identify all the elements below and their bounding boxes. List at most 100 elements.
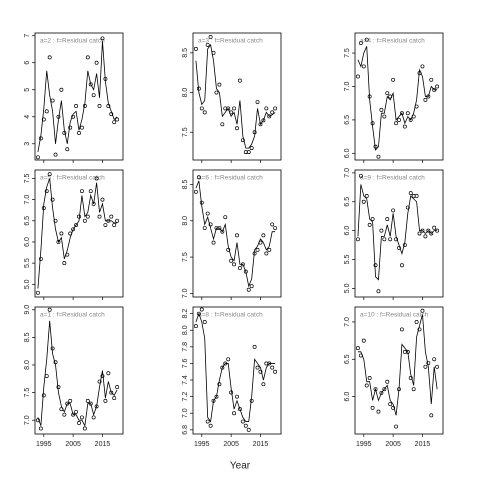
data-point bbox=[429, 413, 434, 418]
data-point bbox=[97, 379, 102, 384]
data-point bbox=[408, 117, 413, 122]
data-point bbox=[74, 104, 79, 108]
data-point bbox=[391, 208, 396, 213]
y-tick-label: 5 bbox=[24, 88, 31, 92]
y-tick-label: 5.5 bbox=[24, 258, 31, 268]
y-tick-label: 7.5 bbox=[182, 127, 189, 137]
data-point bbox=[47, 307, 52, 312]
data-point bbox=[115, 117, 120, 122]
data-point bbox=[264, 106, 269, 111]
data-point bbox=[59, 87, 64, 92]
panel-title: a=1 : f=Residual catch bbox=[40, 312, 105, 319]
x-tick-label: 1995 bbox=[356, 441, 372, 448]
data-point bbox=[199, 307, 204, 312]
data-point bbox=[399, 111, 404, 116]
y-tick-label: 5.5 bbox=[344, 255, 351, 265]
data-point bbox=[59, 231, 64, 236]
data-point bbox=[232, 262, 237, 267]
data-point bbox=[79, 189, 84, 194]
data-point bbox=[94, 176, 99, 181]
data-point bbox=[367, 376, 372, 380]
data-point bbox=[382, 237, 387, 242]
panel-frame bbox=[192, 169, 282, 298]
data-point bbox=[379, 228, 384, 233]
data-point bbox=[47, 55, 52, 60]
data-point bbox=[388, 237, 393, 242]
y-tick-label: 8.0 bbox=[182, 88, 189, 98]
data-point bbox=[232, 106, 237, 111]
data-point bbox=[391, 405, 396, 410]
data-point bbox=[85, 214, 90, 219]
data-point bbox=[208, 222, 213, 227]
data-point bbox=[264, 251, 269, 256]
data-point bbox=[397, 117, 401, 122]
data-point bbox=[364, 37, 369, 42]
data-point bbox=[399, 327, 404, 332]
data-point bbox=[405, 205, 410, 210]
data-point bbox=[270, 222, 275, 227]
data-point bbox=[243, 423, 248, 428]
data-point bbox=[97, 104, 102, 108]
data-point bbox=[205, 211, 210, 216]
y-tick-label: 7.5 bbox=[24, 388, 31, 398]
data-point bbox=[112, 396, 117, 401]
data-point bbox=[47, 172, 52, 177]
data-point bbox=[267, 114, 272, 119]
data-point bbox=[208, 423, 213, 428]
data-point bbox=[364, 383, 369, 388]
series-line bbox=[195, 43, 276, 149]
y-tick-label: 6.5 bbox=[344, 115, 351, 125]
data-point bbox=[246, 287, 251, 292]
y-tick-label: 6.0 bbox=[24, 237, 31, 247]
y-tick-label: 7.0 bbox=[344, 317, 351, 327]
x-tick-label: 2015 bbox=[415, 441, 431, 448]
data-point bbox=[35, 155, 40, 160]
panel-title: a=4 : f=Residual catch bbox=[360, 38, 425, 45]
y-tick-label: 6.5 bbox=[344, 354, 351, 364]
panel-title: a=9 : f=Residual catch bbox=[360, 175, 425, 182]
data-point bbox=[405, 111, 410, 116]
data-point bbox=[115, 218, 120, 223]
y-tick-label: 6.5 bbox=[344, 197, 351, 207]
data-point bbox=[240, 138, 245, 143]
data-point bbox=[82, 218, 87, 223]
data-point bbox=[62, 261, 67, 266]
data-point bbox=[235, 126, 239, 131]
panel-frame bbox=[34, 32, 124, 161]
data-point bbox=[229, 258, 234, 263]
data-point bbox=[361, 338, 366, 343]
y-tick-label: 6.0 bbox=[344, 392, 351, 402]
data-point bbox=[261, 233, 266, 238]
panel-title: a=5 : f=Residual catch bbox=[40, 175, 105, 182]
panel-title: a=3 : f=Residual catch bbox=[198, 38, 263, 45]
data-point bbox=[414, 319, 419, 324]
data-point bbox=[370, 405, 375, 410]
data-point bbox=[205, 419, 210, 424]
data-point bbox=[109, 214, 114, 219]
x-tick-label: 2015 bbox=[95, 441, 111, 448]
x-tick-label: 1995 bbox=[36, 441, 52, 448]
data-point bbox=[62, 412, 67, 417]
data-point bbox=[199, 106, 204, 111]
data-point bbox=[385, 379, 390, 384]
series-line bbox=[37, 320, 118, 428]
data-point bbox=[79, 125, 84, 130]
y-tick-label: 7.0 bbox=[182, 288, 189, 298]
y-tick-label: 8.5 bbox=[182, 180, 189, 190]
data-point bbox=[217, 82, 222, 87]
data-point bbox=[91, 93, 96, 98]
panel-title: a=10 : f=Residual catch bbox=[360, 312, 429, 319]
data-point bbox=[208, 35, 213, 39]
data-point bbox=[258, 369, 263, 374]
panel-frame bbox=[34, 306, 124, 435]
y-tick-label: 7.5 bbox=[24, 173, 31, 183]
data-point bbox=[71, 227, 76, 232]
panel-title: a=8 : f=Residual catch bbox=[198, 312, 263, 319]
series-line bbox=[195, 312, 276, 423]
data-point bbox=[435, 84, 440, 89]
data-point bbox=[202, 110, 207, 115]
data-point bbox=[115, 385, 120, 390]
data-point bbox=[193, 189, 198, 194]
data-point bbox=[112, 223, 117, 227]
data-point bbox=[232, 411, 237, 416]
